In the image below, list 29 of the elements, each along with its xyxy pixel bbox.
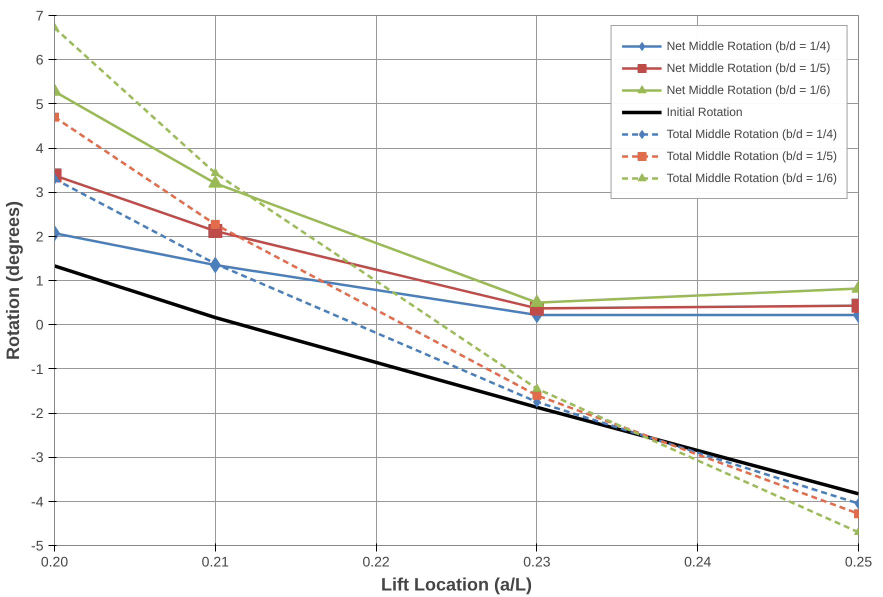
legend-label: Net Middle Rotation (b/d = 1/5) — [666, 61, 830, 75]
y-tick-label: 0 — [36, 316, 44, 333]
x-tick-label: 0.25 — [844, 554, 872, 570]
y-tick-label: -2 — [31, 405, 44, 421]
y-tick-label: 1 — [36, 272, 44, 288]
legend-label: Total Middle Rotation (b/d = 1/6) — [666, 171, 837, 185]
y-tick-label: -1 — [31, 360, 44, 377]
x-tick-label: 0.22 — [362, 554, 390, 570]
y-tick-label: 4 — [36, 140, 44, 156]
line-series — [54, 264, 858, 496]
x-tick-label: 0.23 — [523, 554, 551, 570]
legend-label: Total Middle Rotation (b/d = 1/5) — [666, 149, 837, 163]
y-tick-label: -4 — [31, 493, 44, 510]
y-tick-label: 7 — [36, 8, 44, 24]
y-axis-title: Rotation (degrees) — [3, 200, 24, 360]
y-tick-label: 2 — [36, 228, 44, 244]
y-tick-label: 5 — [36, 96, 44, 112]
x-tick-label: 0.20 — [40, 554, 68, 570]
y-tick-label: -5 — [31, 538, 44, 554]
y-tick-label: 3 — [36, 184, 44, 200]
legend-label: Net Middle Rotation (b/d = 1/4) — [666, 39, 830, 53]
x-tick-label: 0.21 — [202, 554, 230, 570]
legend-label: Net Middle Rotation (b/d = 1/6) — [666, 83, 830, 97]
legend-label: Initial Rotation — [666, 105, 743, 119]
y-tick-label: -3 — [31, 449, 44, 466]
y-tick-label: 6 — [36, 52, 44, 68]
x-tick-label: 0.24 — [684, 554, 712, 570]
x-axis-title: Lift Location (a/L) — [381, 574, 532, 594]
legend-label: Total Middle Rotation (b/d = 1/4) — [666, 127, 837, 141]
